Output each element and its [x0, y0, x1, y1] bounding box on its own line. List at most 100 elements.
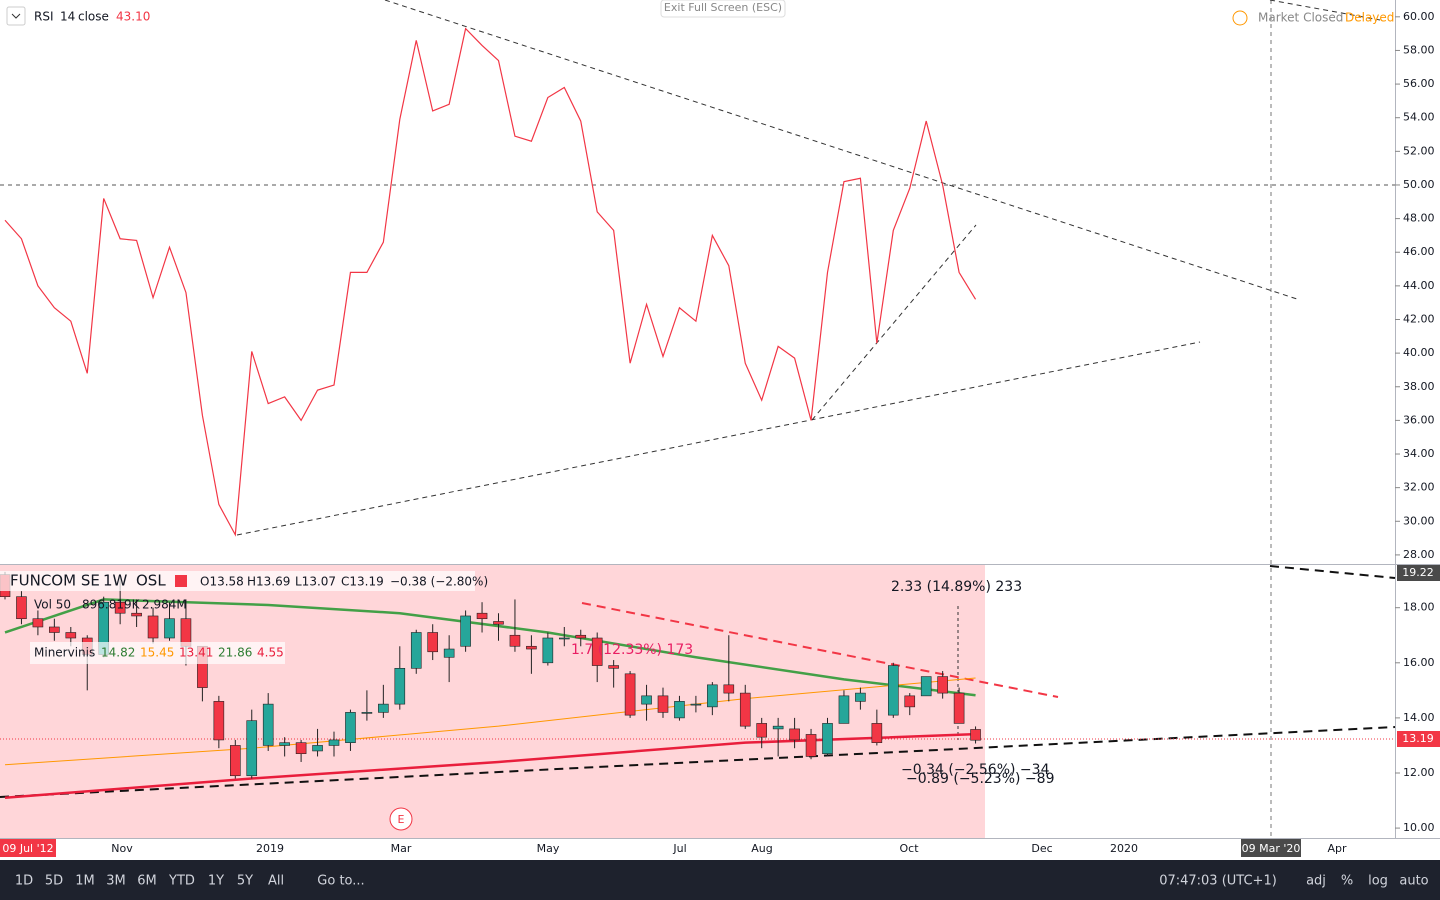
time-label: Apr [1327, 842, 1347, 855]
toolbar-button[interactable]: All [268, 874, 284, 889]
minervini-v1: 14.82 [101, 646, 135, 660]
y-tick-label: 52.00 [1403, 144, 1435, 157]
candle-body [937, 676, 948, 694]
toolbar-items: 1D 5D 1M 3M 6M YTD 1Y 5Y All Go to... 07:47:03 (UT… [15, 874, 1429, 889]
candle-body [855, 692, 866, 702]
moving-average [4, 598, 976, 697]
time-label: Aug [751, 842, 772, 855]
legend-bg [0, 571, 475, 591]
toolbar-button[interactable]: 1M [75, 874, 95, 889]
candle-body [147, 615, 159, 639]
toolbar-button[interactable]: % [1341, 874, 1353, 889]
candle-body [345, 712, 356, 743]
ohlc-open: O13.58 [200, 575, 244, 589]
toolbar-button[interactable]: 6M [137, 874, 157, 889]
volume-value: 896.819K [82, 598, 141, 612]
candle-body [723, 684, 735, 694]
time-label: Oct [899, 842, 919, 855]
toolbar-button[interactable]: auto [1399, 874, 1428, 889]
candle-body [624, 673, 636, 716]
toolbar-button: 07:47:03 (UTC+1) [1159, 874, 1277, 889]
time-label: 09 Mar '20 [1242, 842, 1301, 855]
y-tick-label: 16.00 [1403, 656, 1435, 669]
moving-average [4, 677, 976, 766]
price-label-bg [1397, 565, 1440, 581]
candle-body [575, 634, 587, 639]
earnings-marker[interactable] [389, 807, 413, 831]
candle-body [164, 618, 175, 639]
toolbar-button[interactable]: 3M [106, 874, 126, 889]
annotation: −0.34 (−2.56%) −34 [901, 762, 1050, 778]
candle-body [674, 701, 685, 719]
y-tick-label: 10.00 [1403, 821, 1435, 834]
rsi-length: 14 [60, 10, 75, 24]
toolbar-button[interactable]: log [1368, 874, 1388, 889]
time-label: Jul [672, 842, 686, 855]
collapse-button[interactable] [6, 6, 26, 26]
minervini-v4: 21.86 [218, 646, 252, 660]
candle-body [739, 692, 751, 727]
minervini-v2: 15.45 [140, 646, 174, 660]
candle-body [838, 695, 850, 724]
chevron [11, 13, 21, 19]
exit-fullscreen-label: Exit Full Screen (ESC) [664, 1, 782, 14]
toolbar-button[interactable]: 1D [15, 874, 33, 889]
toolbar-button[interactable]: 1Y [208, 874, 224, 889]
candle-body [493, 621, 504, 625]
candle-body [32, 618, 44, 628]
exit-fullscreen[interactable] [660, 0, 786, 18]
rsi-line [4, 27, 977, 537]
rsi-source: close [78, 10, 109, 24]
status-icon [1232, 10, 1248, 26]
bottom-toolbar [0, 860, 1440, 900]
y-tick-label: 18.00 [1403, 601, 1435, 614]
candle-body [904, 695, 916, 708]
candle-body [641, 695, 652, 705]
annotation: −0.89 (−5.23%) −89 [906, 771, 1054, 787]
toolbar-button[interactable]: 5D [45, 874, 63, 889]
toolbar-button[interactable]: Go to... [317, 874, 364, 889]
candle-body [65, 632, 77, 639]
toolbar-button[interactable]: 5Y [237, 874, 253, 889]
rsi-value: 43.10 [116, 10, 150, 24]
minervini-v3: 13.41 [179, 646, 213, 660]
candle-body [131, 612, 142, 617]
candle-body [279, 742, 290, 746]
toolbar-button[interactable]: YTD [168, 874, 195, 889]
candle-body [591, 637, 603, 666]
minervini-name: Minervinis [34, 646, 95, 660]
candle-body [114, 601, 126, 614]
candle-body [953, 692, 965, 724]
earnings-label: E [398, 813, 405, 826]
highlight-region [0, 565, 985, 838]
candle-body [509, 634, 521, 647]
annotation: 2.33 (14.89%) 233 [891, 579, 1022, 595]
time-label: May [537, 842, 560, 855]
candle-body [920, 676, 932, 697]
time-label: 2019 [256, 842, 284, 855]
candle-body [805, 734, 817, 757]
candle-body [230, 745, 241, 777]
moving-average [4, 732, 976, 800]
y-tick-label: 44.00 [1403, 279, 1435, 292]
volume-ma: 2.984M [142, 598, 187, 612]
candle-body [443, 648, 455, 658]
minervini-v5: 4.55 [257, 646, 284, 660]
y-tick-label: 36.00 [1403, 413, 1435, 426]
candle-body [246, 720, 258, 777]
candle-body [460, 615, 471, 647]
candle-body [789, 728, 800, 741]
delayed: Delayed [1345, 11, 1394, 25]
annotation: 1.7 (12.33%) 173 [571, 642, 693, 658]
candle-body [476, 612, 488, 620]
minervini-bg [30, 642, 285, 664]
candle-body [312, 745, 323, 752]
y-tick-label: 48.00 [1403, 212, 1435, 225]
candle-body [657, 695, 669, 713]
price-label-bg [1397, 731, 1440, 747]
candle-body [262, 703, 274, 746]
toolbar-button[interactable]: adj [1306, 874, 1326, 889]
y-tick-label: 54.00 [1403, 111, 1435, 124]
y-tick-label: 30.00 [1403, 514, 1435, 527]
